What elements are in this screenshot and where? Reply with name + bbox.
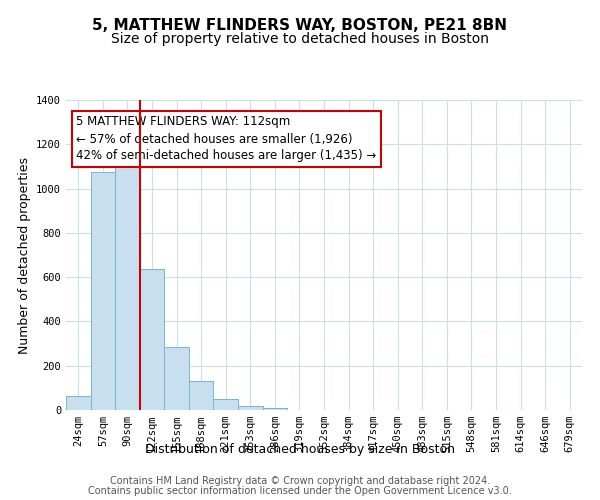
Text: 5 MATTHEW FLINDERS WAY: 112sqm
← 57% of detached houses are smaller (1,926)
42% : 5 MATTHEW FLINDERS WAY: 112sqm ← 57% of … (76, 116, 377, 162)
Text: Size of property relative to detached houses in Boston: Size of property relative to detached ho… (111, 32, 489, 46)
Bar (164, 347, 189, 410)
Bar (115, 154, 140, 410)
Bar (263, 408, 287, 410)
Bar (214, 400, 238, 410)
Text: 5, MATTHEW FLINDERS WAY, BOSTON, PE21 8BN: 5, MATTHEW FLINDERS WAY, BOSTON, PE21 8B… (92, 18, 508, 32)
Bar (91, 172, 115, 410)
Text: Contains public sector information licensed under the Open Government Licence v3: Contains public sector information licen… (88, 486, 512, 496)
Text: Distribution of detached houses by size in Boston: Distribution of detached houses by size … (145, 444, 455, 456)
Bar (140, 268, 164, 410)
Bar (66, 396, 91, 410)
Text: Contains HM Land Registry data © Crown copyright and database right 2024.: Contains HM Land Registry data © Crown c… (110, 476, 490, 486)
Bar (189, 381, 214, 410)
Bar (238, 406, 263, 410)
Y-axis label: Number of detached properties: Number of detached properties (17, 156, 31, 354)
